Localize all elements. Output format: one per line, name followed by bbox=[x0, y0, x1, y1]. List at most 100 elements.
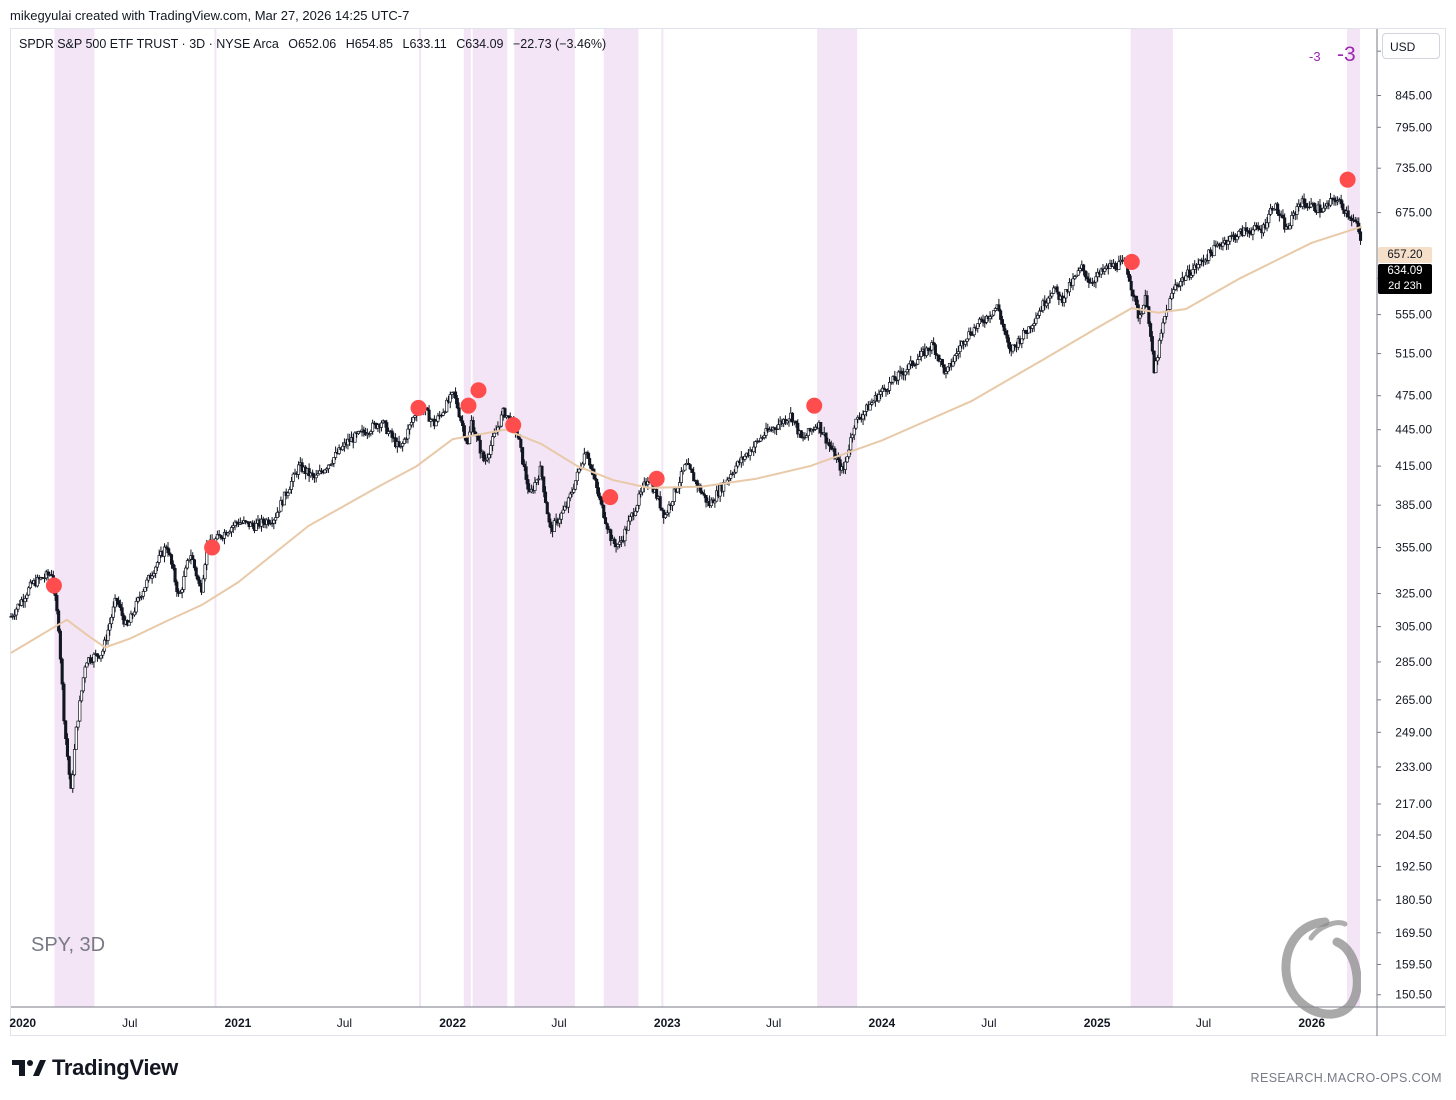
candle-205 bbox=[371, 419, 375, 435]
candle-404 bbox=[722, 479, 726, 497]
ohlc-change: −22.73 (−3.46%) bbox=[513, 37, 607, 51]
candle-160 bbox=[291, 472, 295, 487]
candle-669 bbox=[1189, 272, 1193, 280]
shaded-period-1 bbox=[214, 29, 217, 1007]
candle-535 bbox=[953, 354, 957, 365]
shaded-period-0 bbox=[54, 29, 95, 1007]
candle-541 bbox=[963, 339, 967, 348]
candle-237 bbox=[427, 405, 431, 422]
candle-269 bbox=[483, 454, 488, 465]
candle-743 bbox=[1320, 208, 1324, 213]
candle-350 bbox=[626, 515, 630, 531]
candle-639 bbox=[1136, 299, 1140, 322]
candle-649 bbox=[1154, 357, 1158, 374]
candle-40 bbox=[80, 690, 84, 703]
y-tick-label-17: 249.00 bbox=[1395, 725, 1432, 739]
candle-483 bbox=[861, 410, 865, 426]
candle-752 bbox=[1336, 196, 1340, 206]
y-tick-label-25: 150.50 bbox=[1395, 988, 1432, 1002]
candle-706 bbox=[1254, 222, 1259, 231]
tradingview-logo[interactable]: TradingView bbox=[12, 1055, 178, 1081]
candle-32 bbox=[65, 733, 70, 761]
candle-562 bbox=[1000, 315, 1004, 328]
candle-305 bbox=[547, 512, 551, 528]
candle-546 bbox=[972, 323, 976, 338]
candle-340 bbox=[609, 528, 613, 546]
candle-549 bbox=[977, 317, 982, 327]
candle-175 bbox=[318, 464, 322, 475]
candle-526 bbox=[937, 354, 941, 363]
candle-318 bbox=[570, 487, 574, 498]
candle-481 bbox=[857, 412, 862, 421]
candle-399 bbox=[713, 498, 717, 508]
candle-29 bbox=[60, 657, 64, 691]
candle-221 bbox=[399, 445, 403, 449]
candle-82 bbox=[154, 565, 158, 579]
candle-254 bbox=[457, 402, 461, 419]
candle-126 bbox=[231, 522, 235, 534]
candle-224 bbox=[404, 436, 408, 444]
candle-473 bbox=[843, 457, 847, 475]
candle-577 bbox=[1027, 326, 1031, 334]
candle-271 bbox=[487, 452, 491, 464]
candle-99 bbox=[184, 565, 188, 577]
candle-594 bbox=[1057, 291, 1061, 306]
candle-520 bbox=[926, 347, 930, 355]
candle-610 bbox=[1085, 271, 1089, 283]
signal-dot-10 bbox=[1339, 171, 1356, 188]
candle-344 bbox=[616, 543, 620, 550]
x-tick-label-4: 2022 bbox=[439, 1016, 466, 1030]
candle-609 bbox=[1083, 270, 1087, 281]
candle-84 bbox=[157, 549, 161, 565]
candle-158 bbox=[288, 486, 292, 494]
candle-620 bbox=[1103, 266, 1107, 276]
candle-325 bbox=[582, 447, 586, 466]
candle-409 bbox=[730, 471, 735, 476]
candle-691 bbox=[1228, 235, 1232, 245]
candle-314 bbox=[563, 501, 567, 511]
candle-21 bbox=[46, 569, 50, 581]
candle-58 bbox=[111, 601, 115, 621]
candle-474 bbox=[845, 456, 849, 463]
candle-9 bbox=[25, 592, 29, 602]
candle-657 bbox=[1168, 295, 1172, 311]
candle-77 bbox=[145, 577, 149, 591]
candle-661 bbox=[1175, 282, 1179, 292]
candle-351 bbox=[628, 514, 632, 526]
y-tick-label-24: 159.50 bbox=[1395, 957, 1432, 971]
candle-710 bbox=[1261, 222, 1266, 237]
candle-700 bbox=[1244, 222, 1248, 235]
shaded-period-3 bbox=[463, 29, 471, 1007]
candle-630 bbox=[1120, 254, 1124, 265]
signal-dot-0 bbox=[45, 577, 62, 594]
candle-653 bbox=[1161, 318, 1165, 338]
candle-342 bbox=[612, 536, 616, 548]
y-tick-label-13: 325.00 bbox=[1395, 586, 1432, 600]
candle-696 bbox=[1237, 230, 1241, 239]
candle-107 bbox=[198, 577, 202, 587]
candle-758 bbox=[1346, 205, 1350, 220]
candle-333 bbox=[596, 481, 600, 499]
candle-146 bbox=[267, 517, 271, 527]
candle-368 bbox=[658, 491, 662, 511]
candle-369 bbox=[660, 507, 664, 512]
candle-204 bbox=[369, 429, 373, 437]
candle-45 bbox=[88, 654, 92, 665]
candle-88 bbox=[164, 544, 168, 550]
candle-169 bbox=[307, 463, 311, 483]
candle-39 bbox=[78, 695, 82, 722]
candle-501 bbox=[893, 370, 897, 381]
candle-507 bbox=[903, 371, 907, 381]
candle-338 bbox=[605, 522, 609, 534]
candle-679 bbox=[1207, 249, 1211, 264]
candle-524 bbox=[933, 342, 937, 360]
y-tick-label-9: 445.00 bbox=[1395, 423, 1432, 437]
candle-331 bbox=[593, 468, 597, 481]
candle-598 bbox=[1064, 289, 1068, 303]
candle-118 bbox=[217, 529, 221, 536]
currency-button[interactable]: USD bbox=[1382, 33, 1440, 59]
symbol-legend[interactable]: SPDR S&P 500 ETF TRUST · 3D · NYSE Arca … bbox=[19, 37, 612, 51]
candle-105 bbox=[194, 566, 198, 580]
candle-38 bbox=[76, 720, 80, 731]
